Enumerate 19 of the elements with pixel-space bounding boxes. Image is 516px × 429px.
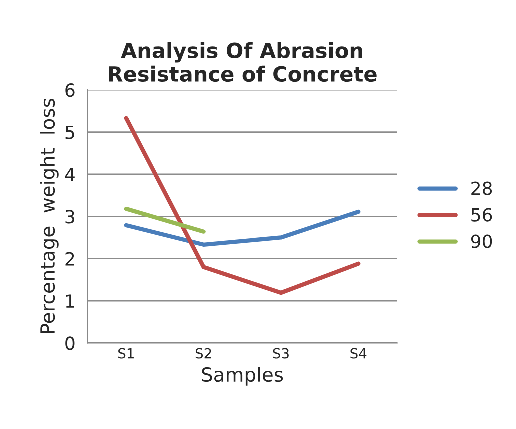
line-series — [124, 210, 361, 247]
y-tick-label: 6 — [66, 84, 75, 98]
y-tick-label: 0 — [66, 336, 75, 350]
legend-label: 90 — [471, 234, 492, 248]
y-tick-label: 3 — [66, 210, 74, 224]
legend-label: 28 — [472, 182, 492, 196]
x-tick-label: S4 — [350, 348, 367, 359]
y-tick-label: 2 — [66, 252, 74, 266]
x-tick-label: S1 — [118, 348, 134, 359]
y-axis-title: Percentage weight loss — [40, 98, 59, 334]
x-axis-title: Samples — [202, 367, 284, 386]
chart-title: Analysis Of Abrasion Resistance of Concrete — [109, 42, 377, 82]
y-tick-label: 4 — [65, 168, 75, 182]
legend-label: 56 — [472, 208, 492, 222]
y-tick-label: 5 — [66, 126, 74, 140]
y-tick-label: 1 — [66, 294, 74, 308]
x-tick-label: S3 — [273, 348, 289, 359]
x-tick-label: S2 — [196, 348, 212, 359]
line-series — [124, 116, 361, 296]
